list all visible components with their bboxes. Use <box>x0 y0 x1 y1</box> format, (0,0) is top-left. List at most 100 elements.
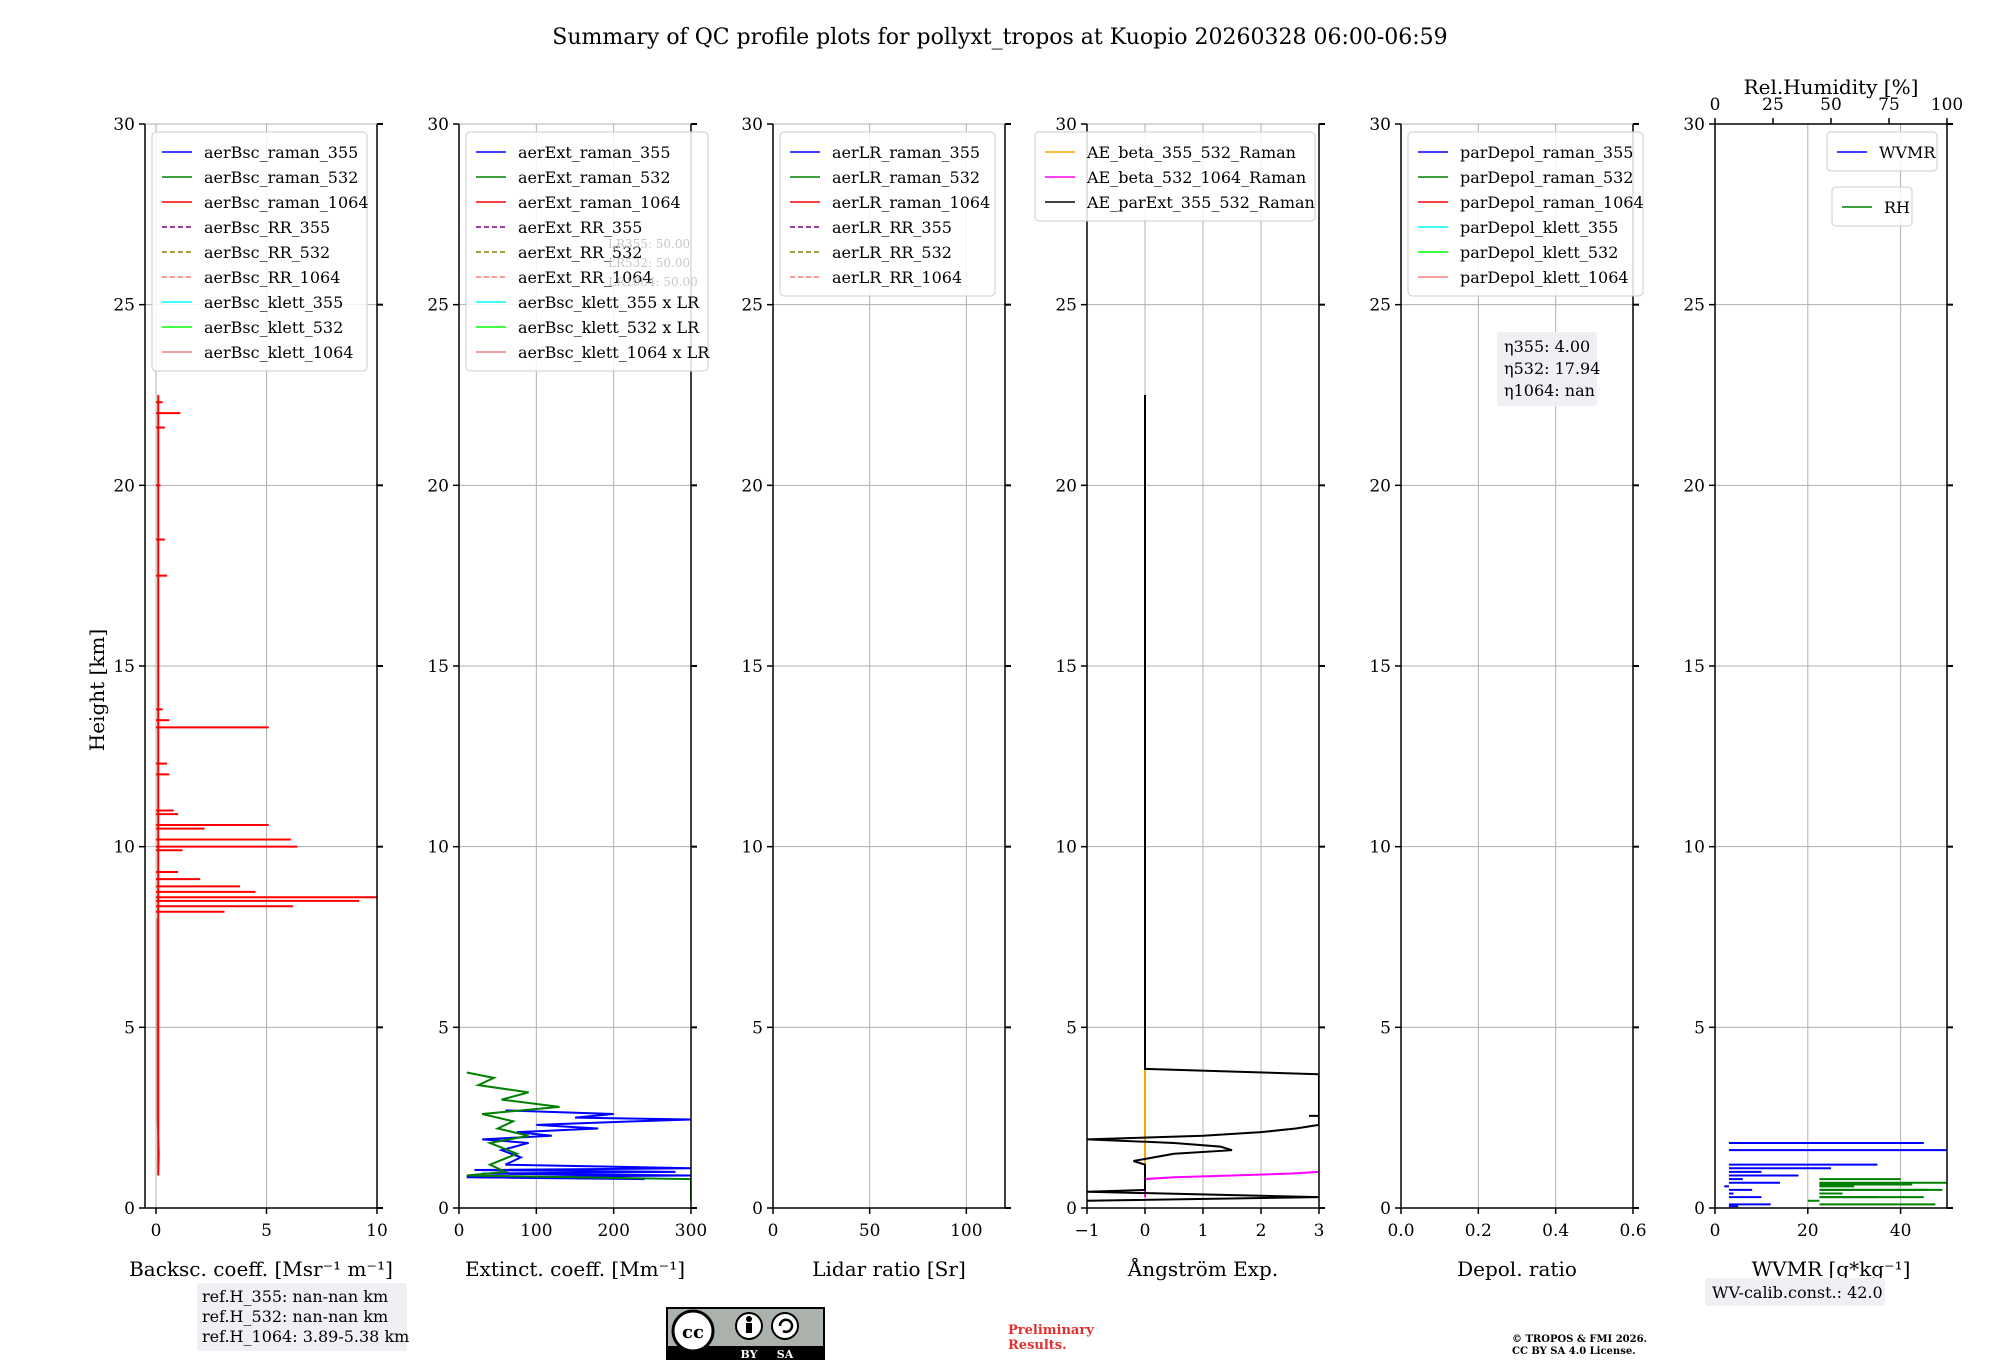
panel-3: 0 5 10 15 20 25 30 0 50 100 Lidar ratio [Sr] aerLR_… <box>741 115 1011 1281</box>
ytick-label: 20 <box>1369 476 1391 496</box>
legend-entry: aerBsc_klett_355 <box>204 293 343 312</box>
ytick-label: 5 <box>1380 1018 1391 1038</box>
legend-entry: aerExt_RR_355 <box>518 218 642 237</box>
ytick-label: 15 <box>113 657 135 677</box>
legend-entry: aerBsc_klett_1064 <box>204 343 353 362</box>
ytick-label: 25 <box>741 296 763 316</box>
series-group <box>466 1071 691 1201</box>
ytick-label: 30 <box>1055 115 1077 135</box>
ytick-label: 5 <box>438 1018 449 1038</box>
legend-entry: aerExt_RR_532 <box>518 243 642 262</box>
ytick-label: 0 <box>1694 1199 1705 1219</box>
legend-entry: parDepol_raman_355 <box>1460 143 1633 162</box>
sa-icon <box>771 1312 799 1340</box>
xtick-label: 2 <box>1256 1221 1267 1241</box>
figure-title: Summary of QC profile plots for pollyxt_… <box>552 25 1447 50</box>
xtick-label: 100 <box>520 1221 552 1241</box>
cc-license-badge: cc BY SA <box>666 1307 825 1360</box>
legend-entry: aerExt_RR_1064 <box>518 268 653 287</box>
eta-box <box>1497 332 1597 406</box>
ytick-label: 25 <box>427 296 449 316</box>
legend-entry: aerLR_RR_532 <box>832 243 952 262</box>
legend-entry: aerBsc_RR_355 <box>204 218 330 237</box>
panel-5: 0 5 10 15 20 25 30 0.0 0.2 0.4 0.6 Depol. ratio parD… <box>1369 115 1646 1281</box>
legend-entry: parDepol_klett_355 <box>1460 218 1618 237</box>
ytick-label: 20 <box>427 476 449 496</box>
ytick-label: 0 <box>124 1199 135 1219</box>
legend-entry: parDepol_raman_532 <box>1460 168 1633 187</box>
legend-entry: aerLR_raman_1064 <box>832 193 990 212</box>
ytick-label: 25 <box>1369 296 1391 316</box>
ytick-label: 5 <box>1694 1018 1705 1038</box>
xtick-label: 1 <box>1198 1221 1209 1241</box>
xtick-label: 3 <box>1314 1221 1325 1241</box>
refh-box <box>197 1283 407 1351</box>
x-axis-label: Ångström Exp. <box>1127 1256 1278 1281</box>
xtick-label: 0 <box>1710 1221 1721 1241</box>
ytick-label: 15 <box>1683 657 1705 677</box>
eta-line: η532: 17.94 <box>1504 359 1600 378</box>
legend-entry: AE_beta_532_1064_Raman <box>1086 168 1306 187</box>
series-aerExt_raman_355 <box>466 1109 691 1181</box>
legend-entry: aerBsc_klett_532 <box>204 318 343 337</box>
legend-entry: aerBsc_raman_532 <box>204 168 358 187</box>
ytick-label: 5 <box>752 1018 763 1038</box>
ytick-label: 30 <box>1369 115 1391 135</box>
xtick-label: 0 <box>151 1221 162 1241</box>
by-label: BY <box>741 1348 758 1360</box>
eta-line: η355: 4.00 <box>1504 337 1590 356</box>
legend-entry: aerBsc_raman_1064 <box>204 193 369 212</box>
ytick-label: 15 <box>427 657 449 677</box>
ytick-label: 5 <box>124 1018 135 1038</box>
legend-entry: parDepol_klett_1064 <box>1460 268 1629 287</box>
legend-entry: aerBsc_klett_532 x LR <box>518 318 700 337</box>
legend-entry: aerBsc_klett_355 x LR <box>518 293 700 312</box>
ytick-label: 0 <box>1066 1199 1077 1219</box>
copyright-text: CC BY SA 4.0 License. <box>1512 1346 1636 1357</box>
ytick-label: 10 <box>1055 838 1077 858</box>
xtick-label: 20 <box>1797 1221 1819 1241</box>
ytick-label: 10 <box>427 838 449 858</box>
legend-box <box>1826 131 1938 172</box>
xtick-label: 0.2 <box>1465 1221 1492 1241</box>
refh-line: ref.H_1064: 3.89-5.38 km <box>202 1327 409 1346</box>
xtick-label: 40 <box>1890 1221 1912 1241</box>
ytick-label: 10 <box>113 838 135 858</box>
legend-entry: WVMR <box>1879 143 1936 162</box>
legend-entry: aerExt_raman_1064 <box>518 193 681 212</box>
top-xtick-label: 0 <box>1710 95 1721 115</box>
ytick-label: 20 <box>741 476 763 496</box>
ytick-label: 10 <box>1683 838 1705 858</box>
xtick-label: 200 <box>597 1221 629 1241</box>
top-xtick-label: 25 <box>1762 95 1784 115</box>
legend-box <box>465 131 709 372</box>
ytick-label: 30 <box>113 115 135 135</box>
xtick-label: 0 <box>768 1221 779 1241</box>
legend-box <box>151 131 368 372</box>
ytick-label: 15 <box>1369 657 1391 677</box>
legend-entry: aerLR_raman_532 <box>832 168 980 187</box>
lr-box-line: LR532: 50.00 <box>608 256 690 270</box>
x-axis-label: WVMR [g*kg⁻¹] <box>1752 1257 1911 1281</box>
refh-line: ref.H_532: nan-nan km <box>202 1307 388 1326</box>
y-axis-label: Height [km] <box>85 629 109 751</box>
legend-entry: aerBsc_RR_1064 <box>204 268 340 287</box>
ytick-label: 25 <box>113 296 135 316</box>
legend2-entry: RH <box>1884 198 1910 217</box>
legend-entry: parDepol_klett_532 <box>1460 243 1618 262</box>
ytick-label: 15 <box>1055 657 1077 677</box>
legend-entry: aerBsc_RR_532 <box>204 243 330 262</box>
xtick-label: 10 <box>366 1221 388 1241</box>
xtick-label: 0 <box>454 1221 465 1241</box>
series-group <box>1724 1141 1947 1208</box>
cc-logo-icon <box>671 1309 715 1353</box>
cc-badge-strip <box>667 1346 824 1360</box>
ytick-label: 15 <box>741 657 763 677</box>
ytick-label: 0 <box>752 1199 763 1219</box>
ytick-label: 0 <box>1380 1199 1391 1219</box>
legend-entry: parDepol_raman_1064 <box>1460 193 1644 212</box>
series-aerExt_raman_532 <box>466 1071 691 1201</box>
series-group <box>156 395 377 1176</box>
